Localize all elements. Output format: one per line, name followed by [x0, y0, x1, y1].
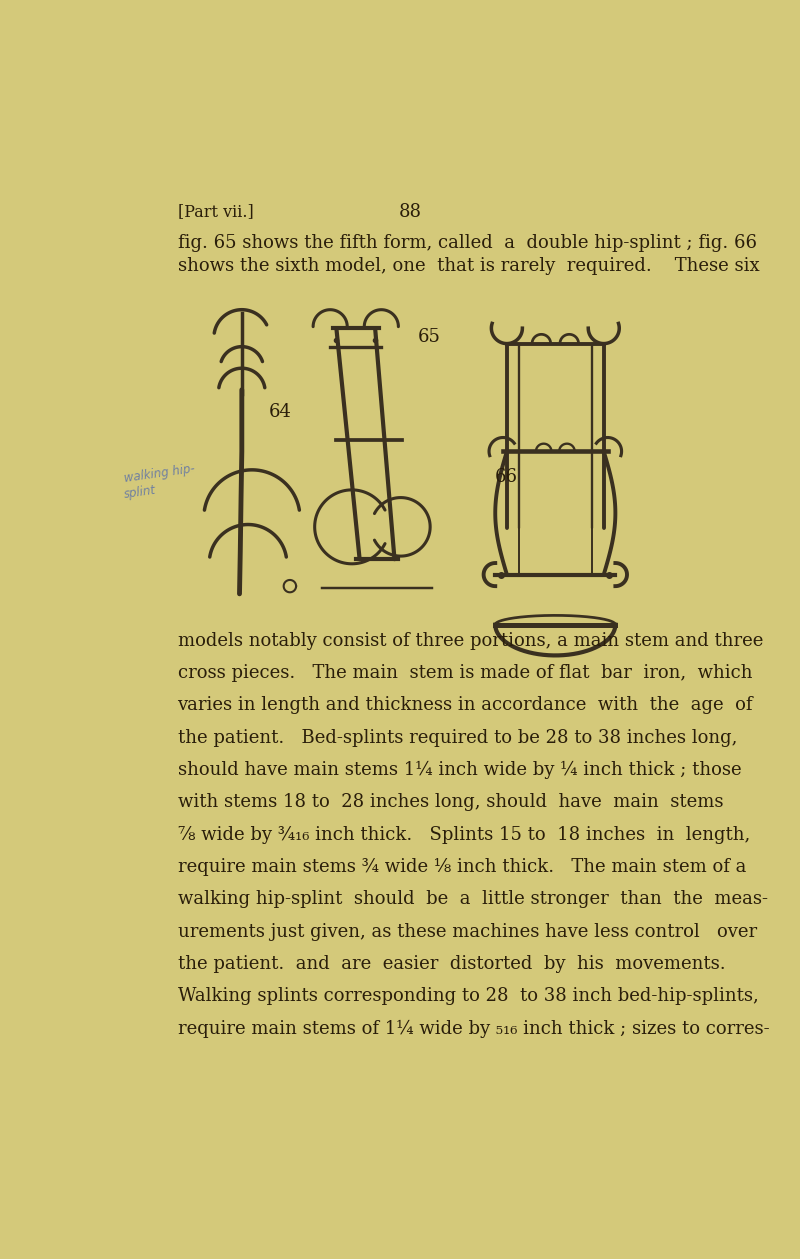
Text: walking hip-: walking hip- — [123, 462, 196, 485]
Text: require main stems ¾ wide ⅛ inch thick.   The main stem of a: require main stems ¾ wide ⅛ inch thick. … — [178, 857, 746, 876]
Text: cross pieces.   The main  stem is made of flat  bar  iron,  which: cross pieces. The main stem is made of f… — [178, 663, 752, 682]
Text: 65: 65 — [418, 329, 441, 346]
Text: ⅞ wide by ¾₁₆ inch thick.   Splints 15 to  18 inches  in  length,: ⅞ wide by ¾₁₆ inch thick. Splints 15 to … — [178, 826, 750, 844]
Text: varies in length and thickness in accordance  with  the  age  of: varies in length and thickness in accord… — [178, 696, 753, 714]
Text: splint: splint — [123, 483, 157, 501]
Text: [Part vii.]: [Part vii.] — [178, 204, 254, 220]
Text: the patient.  and  are  easier  distorted  by  his  movements.: the patient. and are easier distorted by… — [178, 956, 725, 973]
Text: the patient.   Bed-splints required to be 28 to 38 inches long,: the patient. Bed-splints required to be … — [178, 729, 737, 747]
Text: 64: 64 — [269, 403, 292, 421]
Text: with stems 18 to  28 inches long, should  have  main  stems: with stems 18 to 28 inches long, should … — [178, 793, 723, 811]
Text: 88: 88 — [398, 204, 422, 222]
Text: shows the sixth model, one  that is rarely  required.    These six: shows the sixth model, one that is rarel… — [178, 257, 759, 276]
Text: walking hip-splint  should  be  a  little stronger  than  the  meas-: walking hip-splint should be a little st… — [178, 890, 767, 908]
Text: fig. 65 shows the fifth form, called  a  double hip-splint ; fig. 66: fig. 65 shows the fifth form, called a d… — [178, 234, 757, 252]
Text: Walking splints corresponding to 28  to 38 inch bed-hip-splints,: Walking splints corresponding to 28 to 3… — [178, 987, 758, 1005]
Text: models notably consist of three portions, a main stem and three: models notably consist of three portions… — [178, 632, 763, 650]
Text: should have main stems 1¼ inch wide by ¼ inch thick ; those: should have main stems 1¼ inch wide by ¼… — [178, 760, 741, 779]
Text: 66: 66 — [495, 468, 518, 486]
Text: require main stems of 1¼ wide by ₅₁₆ inch thick ; sizes to corres-: require main stems of 1¼ wide by ₅₁₆ inc… — [178, 1020, 769, 1037]
Text: urements just given, as these machines have less control   over: urements just given, as these machines h… — [178, 923, 757, 940]
